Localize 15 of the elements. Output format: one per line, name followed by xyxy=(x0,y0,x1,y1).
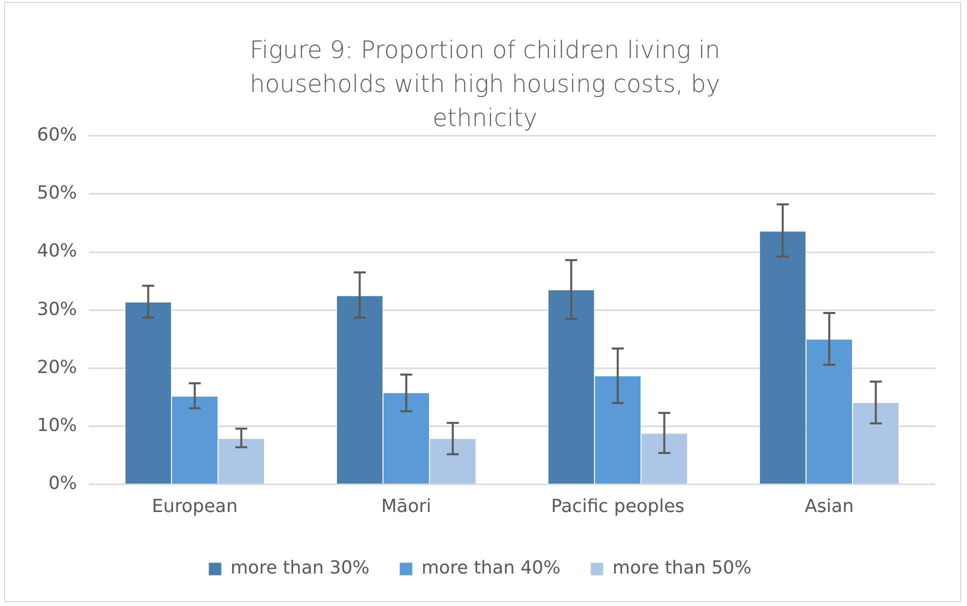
legend-label: more than 40% xyxy=(422,558,560,579)
x-tick-label: Pacific peoples xyxy=(551,496,684,517)
x-tick-label: Asian xyxy=(804,496,854,517)
y-tick-label: 50% xyxy=(36,182,78,204)
x-tick-label: European xyxy=(152,496,238,517)
y-tick-label: 0% xyxy=(48,473,78,494)
y-tick-label: 30% xyxy=(36,298,78,320)
x-tick-label: Māori xyxy=(381,496,432,517)
y-tick-label: 10% xyxy=(36,414,78,436)
legend-label: more than 50% xyxy=(612,558,752,579)
chart-title: Figure 9: Proportion of children living in households with high housing costs, by ethnicity xyxy=(248,35,722,134)
legend-label: more than 30% xyxy=(230,558,370,579)
y-tick-label: 60% xyxy=(36,124,78,146)
y-tick-label: 20% xyxy=(36,356,78,378)
y-tick-label: 40% xyxy=(36,240,78,262)
